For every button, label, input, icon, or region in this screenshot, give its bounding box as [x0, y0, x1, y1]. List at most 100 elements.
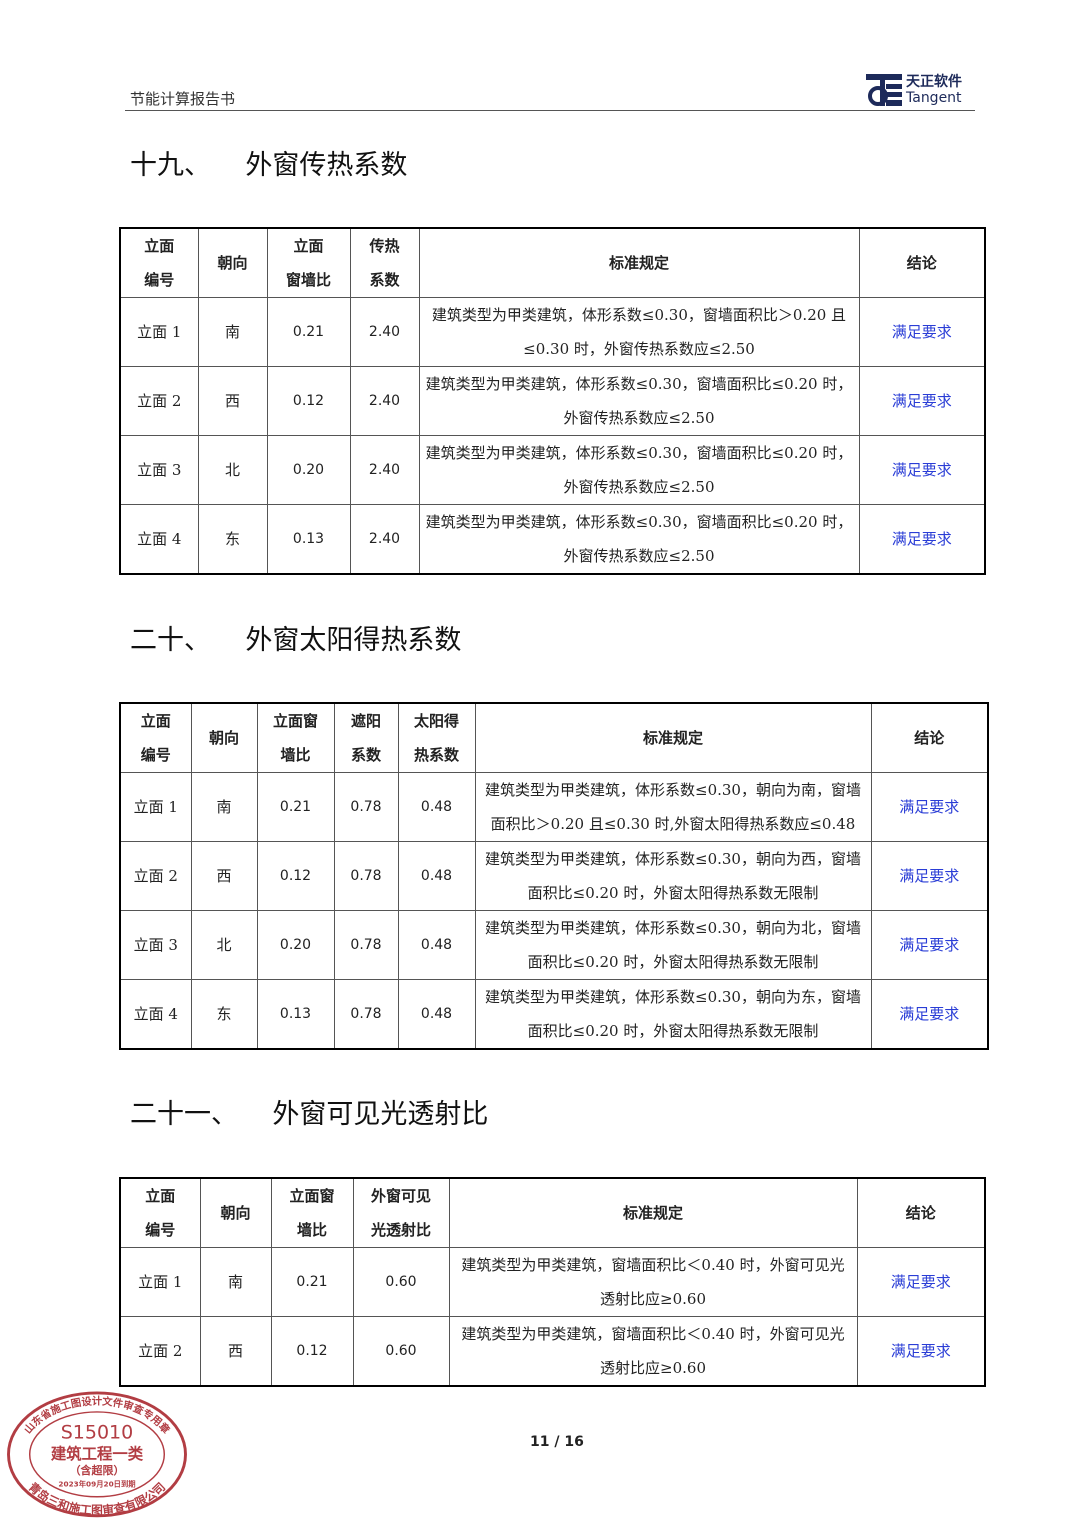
- table-row: 立面 1 南 0.21 2.40 建筑类型为甲类建筑，体形系数≤0.30，窗墙面积比＞0…: [119, 297, 986, 367]
- column-header: 遮阳 系数: [333, 702, 399, 773]
- orientation-cell: 北: [190, 910, 258, 980]
- value-cell: 0.13: [256, 979, 335, 1050]
- value-cell: 0.78: [333, 910, 399, 980]
- orientation-cell: 西: [197, 366, 268, 436]
- value-cell: 0.48: [397, 979, 476, 1050]
- column-header: 立面窗 墙比: [270, 1177, 354, 1248]
- column-header: 立面 编号: [119, 227, 199, 298]
- conclusion-cell: 满足要求: [870, 910, 989, 980]
- header-title: 节能计算报告书: [130, 90, 236, 108]
- conclusion-cell: 满足要求: [870, 772, 989, 842]
- value-cell: 0.60: [352, 1316, 450, 1387]
- standard-rule-cell: 建筑类型为甲类建筑，窗墙面积比＜0.40 时，外窗可见光透射比应≥0.60: [448, 1247, 858, 1317]
- facade-id-cell: 立面 1: [119, 1247, 201, 1317]
- logo-en: Tangent: [906, 90, 962, 106]
- standard-rule-cell: 建筑类型为甲类建筑，体形系数≤0.30，朝向为东，窗墙面积比≤0.20 时，外窗…: [474, 979, 872, 1050]
- value-cell: 0.13: [266, 504, 351, 575]
- facade-id-cell: 立面 3: [119, 910, 192, 980]
- standard-rule-cell: 建筑类型为甲类建筑，体形系数≤0.30，朝向为西，窗墙面积比≤0.20 时，外窗…: [474, 841, 872, 911]
- value-cell: 0.21: [266, 297, 351, 367]
- table-header-row: 立面 编号 朝向 立面窗 墙比 外窗可见 光透射比 标准规定 结论: [119, 1177, 986, 1248]
- standard-rule-cell: 建筑类型为甲类建筑，体形系数≤0.30，朝向为北，窗墙面积比≤0.20 时，外窗…: [474, 910, 872, 980]
- stamp-category: 建筑工程一类: [51, 1444, 144, 1463]
- value-cell: 2.40: [349, 435, 420, 505]
- standard-rule-cell: 建筑类型为甲类建筑，窗墙面积比＜0.40 时，外窗可见光透射比应≥0.60: [448, 1316, 858, 1387]
- facade-id-cell: 立面 1: [119, 772, 192, 842]
- table-row: 立面 2 西 0.12 0.78 0.48 建筑类型为甲类建筑，体形系数≤0.30，朝向为…: [119, 841, 989, 911]
- column-header: 太阳得 热系数: [397, 702, 476, 773]
- value-cell: 0.60: [352, 1247, 450, 1317]
- orientation-cell: 西: [199, 1316, 272, 1387]
- page-number: 11 / 16: [530, 1434, 584, 1450]
- value-cell: 2.40: [349, 504, 420, 575]
- facade-id-cell: 立面 3: [119, 435, 199, 505]
- solar-heat-gain-table: 立面 编号 朝向 立面窗 墙比 遮阳 系数 太阳得 热系数 标准规定 结论 立面 1 南 0.21…: [119, 702, 989, 1050]
- orientation-cell: 南: [199, 1247, 272, 1317]
- facade-id-cell: 立面 2: [119, 366, 199, 436]
- value-cell: 0.78: [333, 841, 399, 911]
- standard-rule-cell: 建筑类型为甲类建筑，体形系数≤0.30，朝向为南，窗墙面积比＞0.20 且≤0.…: [474, 772, 872, 842]
- orientation-cell: 东: [197, 504, 268, 575]
- table-row: 立面 3 北 0.20 2.40 建筑类型为甲类建筑，体形系数≤0.30，窗墙面积比≤0…: [119, 435, 986, 505]
- table-row: 立面 4 东 0.13 2.40 建筑类型为甲类建筑，体形系数≤0.30，窗墙面积比≤0…: [119, 504, 986, 575]
- conclusion-cell: 满足要求: [870, 979, 989, 1050]
- column-header: 标准规定: [474, 702, 872, 773]
- value-cell: 0.20: [266, 435, 351, 505]
- column-header: 传热 系数: [349, 227, 420, 298]
- orientation-cell: 南: [197, 297, 268, 367]
- orientation-cell: 南: [190, 772, 258, 842]
- value-cell: 0.48: [397, 910, 476, 980]
- value-cell: 0.12: [270, 1316, 354, 1387]
- column-header: 朝向: [190, 702, 258, 773]
- review-stamp: 山东省施工图设计文件审查专用章 青岛三和施工图审查有限公司 S15010 建筑工…: [7, 1391, 187, 1517]
- conclusion-cell: 满足要求: [858, 504, 986, 575]
- value-cell: 0.20: [256, 910, 335, 980]
- orientation-cell: 北: [197, 435, 268, 505]
- facade-id-cell: 立面 4: [119, 504, 199, 575]
- table-header-row: 立面 编号 朝向 立面 窗墙比 传热 系数 标准规定 结论: [119, 227, 986, 298]
- value-cell: 0.48: [397, 772, 476, 842]
- table-row: 立面 2 西 0.12 2.40 建筑类型为甲类建筑，体形系数≤0.30，窗墙面积比≤0…: [119, 366, 986, 436]
- conclusion-cell: 满足要求: [858, 366, 986, 436]
- column-header: 立面 编号: [119, 702, 192, 773]
- facade-id-cell: 立面 2: [119, 841, 192, 911]
- value-cell: 2.40: [349, 297, 420, 367]
- visible-transmittance-table: 立面 编号 朝向 立面窗 墙比 外窗可见 光透射比 标准规定 结论 立面 1 南 0.21 0.6…: [119, 1177, 986, 1387]
- tangent-logo: 天正软件 Tangent: [866, 74, 962, 106]
- table-row: 立面 2 西 0.12 0.60 建筑类型为甲类建筑，窗墙面积比＜0.40 时，外窗可见…: [119, 1316, 986, 1387]
- column-header: 标准规定: [418, 227, 860, 298]
- orientation-cell: 西: [190, 841, 258, 911]
- standard-rule-cell: 建筑类型为甲类建筑，体形系数≤0.30，窗墙面积比＞0.20 且≤0.30 时，…: [418, 297, 860, 367]
- table-header-row: 立面 编号 朝向 立面窗 墙比 遮阳 系数 太阳得 热系数 标准规定 结论: [119, 702, 989, 773]
- conclusion-cell: 满足要求: [858, 435, 986, 505]
- logo-cn: 天正软件: [906, 74, 962, 90]
- tangent-logo-icon: [866, 74, 902, 106]
- stamp-code: S15010: [61, 1421, 134, 1443]
- table-row: 立面 4 东 0.13 0.78 0.48 建筑类型为甲类建筑，体形系数≤0.30，朝向为…: [119, 979, 989, 1050]
- value-cell: 0.21: [270, 1247, 354, 1317]
- orientation-cell: 东: [190, 979, 258, 1050]
- conclusion-cell: 满足要求: [858, 297, 986, 367]
- table-row: 立面 3 北 0.20 0.78 0.48 建筑类型为甲类建筑，体形系数≤0.30，朝向为…: [119, 910, 989, 980]
- column-header: 结论: [856, 1177, 986, 1248]
- section-heading-21: 二十一、 外窗可见光透射比: [130, 1099, 489, 1130]
- column-header: 立面窗 墙比: [256, 702, 335, 773]
- standard-rule-cell: 建筑类型为甲类建筑，体形系数≤0.30，窗墙面积比≤0.20 时，外窗传热系数应…: [418, 366, 860, 436]
- section-heading-20: 二十、 外窗太阳得热系数: [130, 625, 462, 656]
- conclusion-cell: 满足要求: [856, 1316, 986, 1387]
- facade-id-cell: 立面 2: [119, 1316, 201, 1387]
- table-row: 立面 1 南 0.21 0.78 0.48 建筑类型为甲类建筑，体形系数≤0.30，朝向为…: [119, 772, 989, 842]
- conclusion-cell: 满足要求: [870, 841, 989, 911]
- conclusion-cell: 满足要求: [856, 1247, 986, 1317]
- stamp-date: 2023年09月20日到期: [58, 1480, 135, 1489]
- table-row: 立面 1 南 0.21 0.60 建筑类型为甲类建筑，窗墙面积比＜0.40 时，外窗可见…: [119, 1247, 986, 1317]
- facade-id-cell: 立面 4: [119, 979, 192, 1050]
- standard-rule-cell: 建筑类型为甲类建筑，体形系数≤0.30，窗墙面积比≤0.20 时，外窗传热系数应…: [418, 504, 860, 575]
- column-header: 立面 编号: [119, 1177, 201, 1248]
- column-header: 立面 窗墙比: [266, 227, 351, 298]
- column-header: 结论: [870, 702, 989, 773]
- section-heading-19: 十九、 外窗传热系数: [130, 150, 408, 181]
- value-cell: 0.12: [266, 366, 351, 436]
- header-divider: [125, 110, 975, 111]
